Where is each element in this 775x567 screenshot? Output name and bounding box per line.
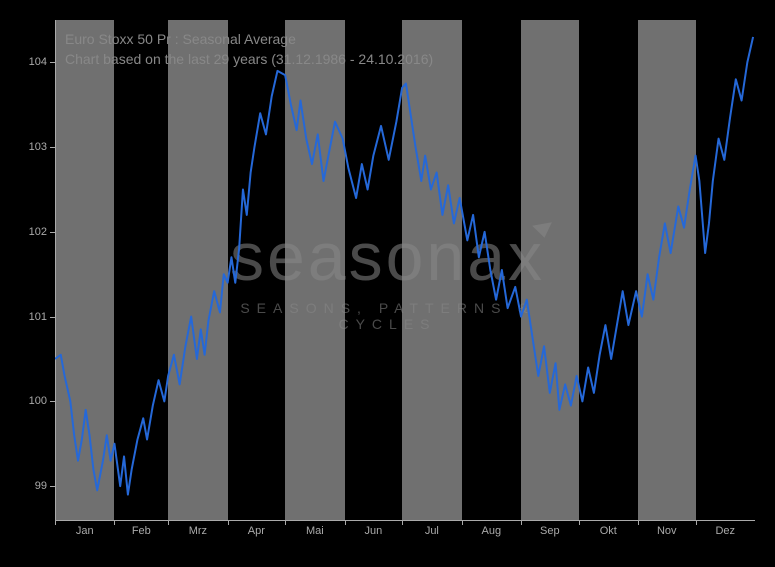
chart-line-svg — [55, 20, 755, 520]
y-axis-label: 104 — [0, 56, 55, 68]
y-axis-label: 101 — [0, 311, 55, 323]
x-axis-label: Sep — [540, 525, 560, 537]
y-axis-label: 99 — [0, 480, 55, 492]
plot-area — [55, 20, 755, 520]
y-axis-label: 102 — [0, 226, 55, 238]
x-axis-label: Apr — [248, 525, 265, 537]
chart-title-line2: Chart based on the last 29 years (31.12.… — [65, 50, 433, 70]
x-axis-label: Jan — [76, 525, 94, 537]
chart-title: Euro Stoxx 50 Pr : Seasonal Average Char… — [65, 30, 433, 69]
y-axis-label: 100 — [0, 395, 55, 407]
x-axis-label: Jul — [425, 525, 439, 537]
chart-container: Euro Stoxx 50 Pr : Seasonal Average Char… — [0, 0, 775, 567]
x-axis-line — [55, 520, 755, 521]
chart-title-line1: Euro Stoxx 50 Pr : Seasonal Average — [65, 30, 433, 50]
x-axis-label: Aug — [482, 525, 502, 537]
y-axis-label: 103 — [0, 141, 55, 153]
x-axis-label: Mai — [306, 525, 324, 537]
x-axis-label: Feb — [132, 525, 151, 537]
x-axis-label: Jun — [364, 525, 382, 537]
x-axis-label: Dez — [715, 525, 735, 537]
x-axis-label: Nov — [657, 525, 677, 537]
x-axis-label: Okt — [600, 525, 617, 537]
data-series-line — [55, 37, 753, 495]
x-axis-label: Mrz — [189, 525, 207, 537]
